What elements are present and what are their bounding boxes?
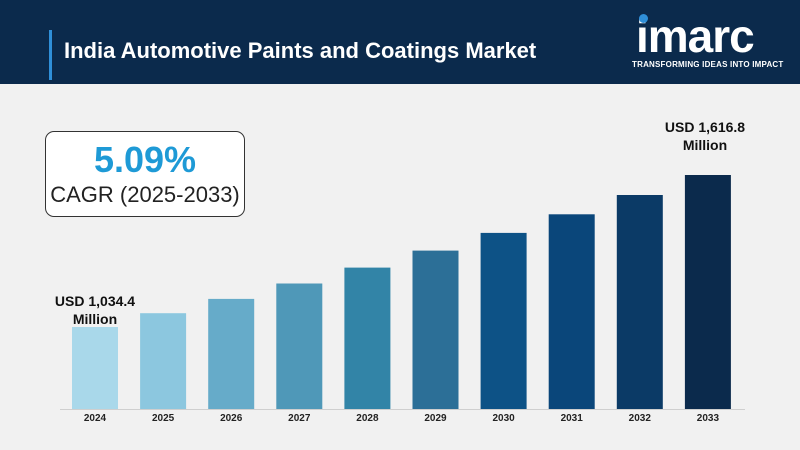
x-tick-label-2025: 2025 [152, 413, 175, 424]
cagr-label: CAGR (2025-2033) [50, 182, 240, 207]
x-tick-label-2030: 2030 [492, 413, 515, 424]
x-tick-label-2024: 2024 [84, 413, 107, 424]
title-accent-bar [49, 30, 52, 80]
bar-2027 [276, 283, 323, 409]
x-tick-label-2033: 2033 [697, 413, 720, 424]
annotation-line: Million [682, 137, 728, 153]
bar-2029 [412, 250, 459, 409]
annotation-line: USD 1,034.4 [54, 293, 136, 309]
first-value-annotation: USD 1,034.4 Million [40, 292, 150, 328]
bar-2031 [548, 214, 595, 409]
logo-tagline: TRANSFORMING IDEAS INTO IMPACT [632, 60, 784, 69]
bar-2030 [480, 232, 527, 409]
x-tick-label-2031: 2031 [561, 413, 584, 424]
imarc-logo: imarc TRANSFORMING IDEAS INTO IMPACT [630, 8, 784, 74]
x-tick-label-2028: 2028 [356, 413, 379, 424]
cagr-callout: 5.09% CAGR (2025-2033) [45, 131, 245, 217]
cagr-value: 5.09% [93, 139, 197, 180]
x-tick-label-2026: 2026 [220, 413, 243, 424]
x-tick-label-2027: 2027 [288, 413, 311, 424]
bar-2024 [72, 327, 118, 409]
last-value-annotation: USD 1,616.8 Million [650, 118, 760, 154]
bar-2032 [616, 195, 663, 409]
bar-2028 [344, 267, 391, 409]
bar-2025 [140, 313, 187, 409]
header-banner: India Automotive Paints and Coatings Mar… [0, 0, 800, 84]
page-title: India Automotive Paints and Coatings Mar… [64, 38, 537, 63]
logo-dot-icon [639, 14, 648, 23]
x-tick-label-2032: 2032 [629, 413, 652, 424]
x-tick-label-2029: 2029 [424, 413, 447, 424]
bar-2033 [684, 175, 731, 409]
logo-wordmark: imarc [636, 10, 755, 62]
bar-2026 [208, 298, 255, 409]
annotation-line: Million [72, 311, 118, 327]
annotation-line: USD 1,616.8 [664, 119, 746, 135]
